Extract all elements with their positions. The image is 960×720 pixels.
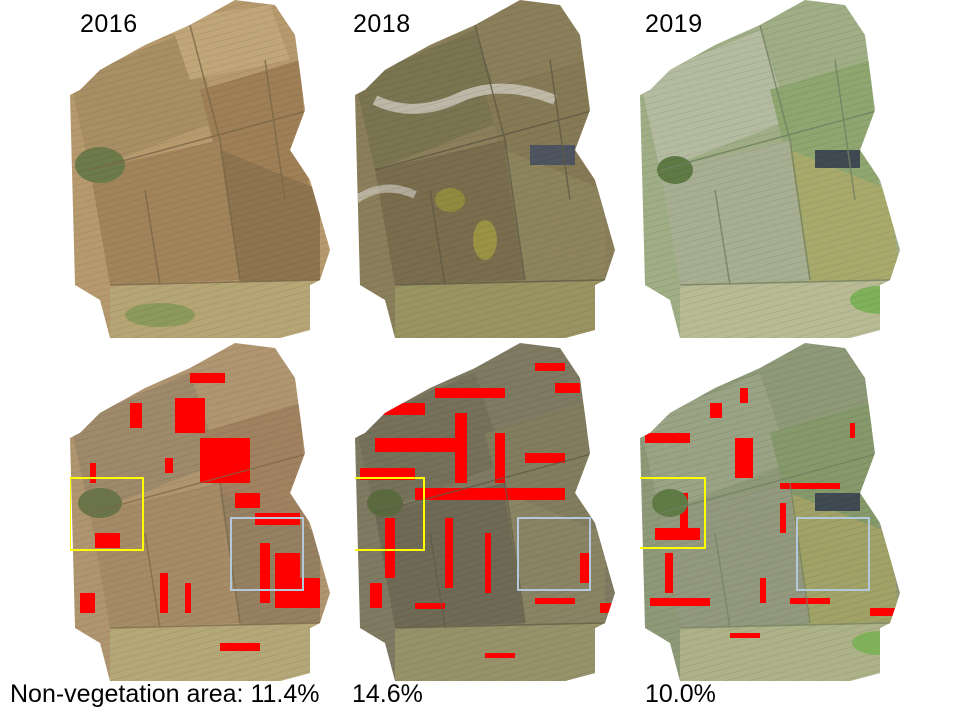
orthophoto-2016 (70, 0, 350, 340)
nonvegetation-stat-2016: Non-vegetation area: 11.4% (10, 680, 319, 709)
highlight-box-blue (796, 517, 870, 591)
nonvegetation-value-2016: 11.4% (250, 680, 320, 708)
classified-2016 (70, 343, 350, 683)
highlight-box-yellow (640, 477, 706, 549)
highlight-box-blue (517, 517, 591, 591)
nonvegetation-value-2018: 14.6% (352, 680, 423, 708)
nonvegetation-mask-2018 (360, 363, 615, 658)
nonvegetation-label: Non-vegetation area: (10, 680, 244, 708)
orthophoto-2019 (640, 0, 930, 340)
orthophoto-2018 (355, 0, 635, 340)
classified-2019 (640, 343, 930, 683)
year-label-2019: 2019 (645, 10, 703, 38)
highlight-box-blue (230, 517, 304, 591)
nonvegetation-value-2019: 10.0% (645, 680, 716, 708)
highlight-box-yellow (70, 477, 144, 551)
year-label-2016: 2016 (80, 10, 138, 38)
highlight-box-yellow (355, 477, 425, 551)
nonvegetation-mask-2019 (645, 388, 895, 638)
year-label-2018: 2018 (353, 10, 411, 38)
classified-2018 (355, 343, 635, 683)
